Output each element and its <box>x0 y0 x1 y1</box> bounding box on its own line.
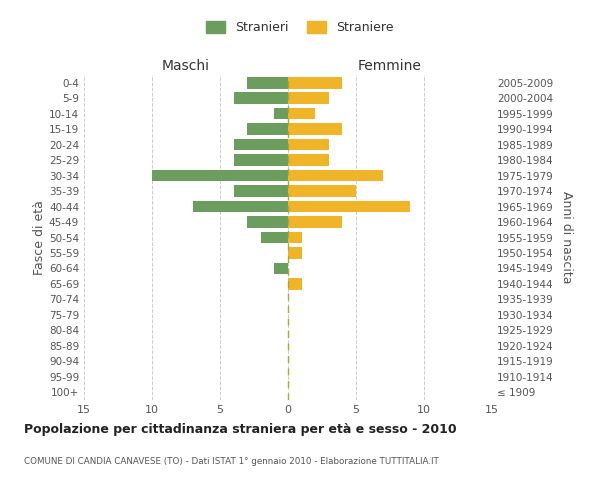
Bar <box>233 92 288 104</box>
Bar <box>288 200 410 212</box>
Text: Maschi: Maschi <box>162 60 210 74</box>
Bar <box>233 139 288 150</box>
Bar <box>288 216 343 228</box>
Bar <box>288 139 329 150</box>
Text: Femmine: Femmine <box>358 60 422 74</box>
Bar <box>288 186 356 197</box>
Y-axis label: Anni di nascita: Anni di nascita <box>560 191 573 284</box>
Bar <box>152 170 288 181</box>
Bar <box>193 200 288 212</box>
Bar <box>288 77 343 88</box>
Text: COMUNE DI CANDIA CANAVESE (TO) - Dati ISTAT 1° gennaio 2010 - Elaborazione TUTTI: COMUNE DI CANDIA CANAVESE (TO) - Dati IS… <box>24 458 439 466</box>
Bar <box>247 124 288 135</box>
Bar <box>288 247 302 259</box>
Bar <box>233 186 288 197</box>
Bar <box>247 77 288 88</box>
Bar <box>274 262 288 274</box>
Bar <box>288 232 302 243</box>
Bar <box>288 92 329 104</box>
Bar <box>288 154 329 166</box>
Bar <box>288 108 315 120</box>
Bar <box>233 154 288 166</box>
Bar <box>247 216 288 228</box>
Bar <box>288 124 343 135</box>
Bar <box>274 108 288 120</box>
Bar <box>261 232 288 243</box>
Text: Popolazione per cittadinanza straniera per età e sesso - 2010: Popolazione per cittadinanza straniera p… <box>24 422 457 436</box>
Bar <box>288 170 383 181</box>
Legend: Stranieri, Straniere: Stranieri, Straniere <box>202 16 398 40</box>
Y-axis label: Fasce di età: Fasce di età <box>33 200 46 275</box>
Bar <box>288 278 302 289</box>
